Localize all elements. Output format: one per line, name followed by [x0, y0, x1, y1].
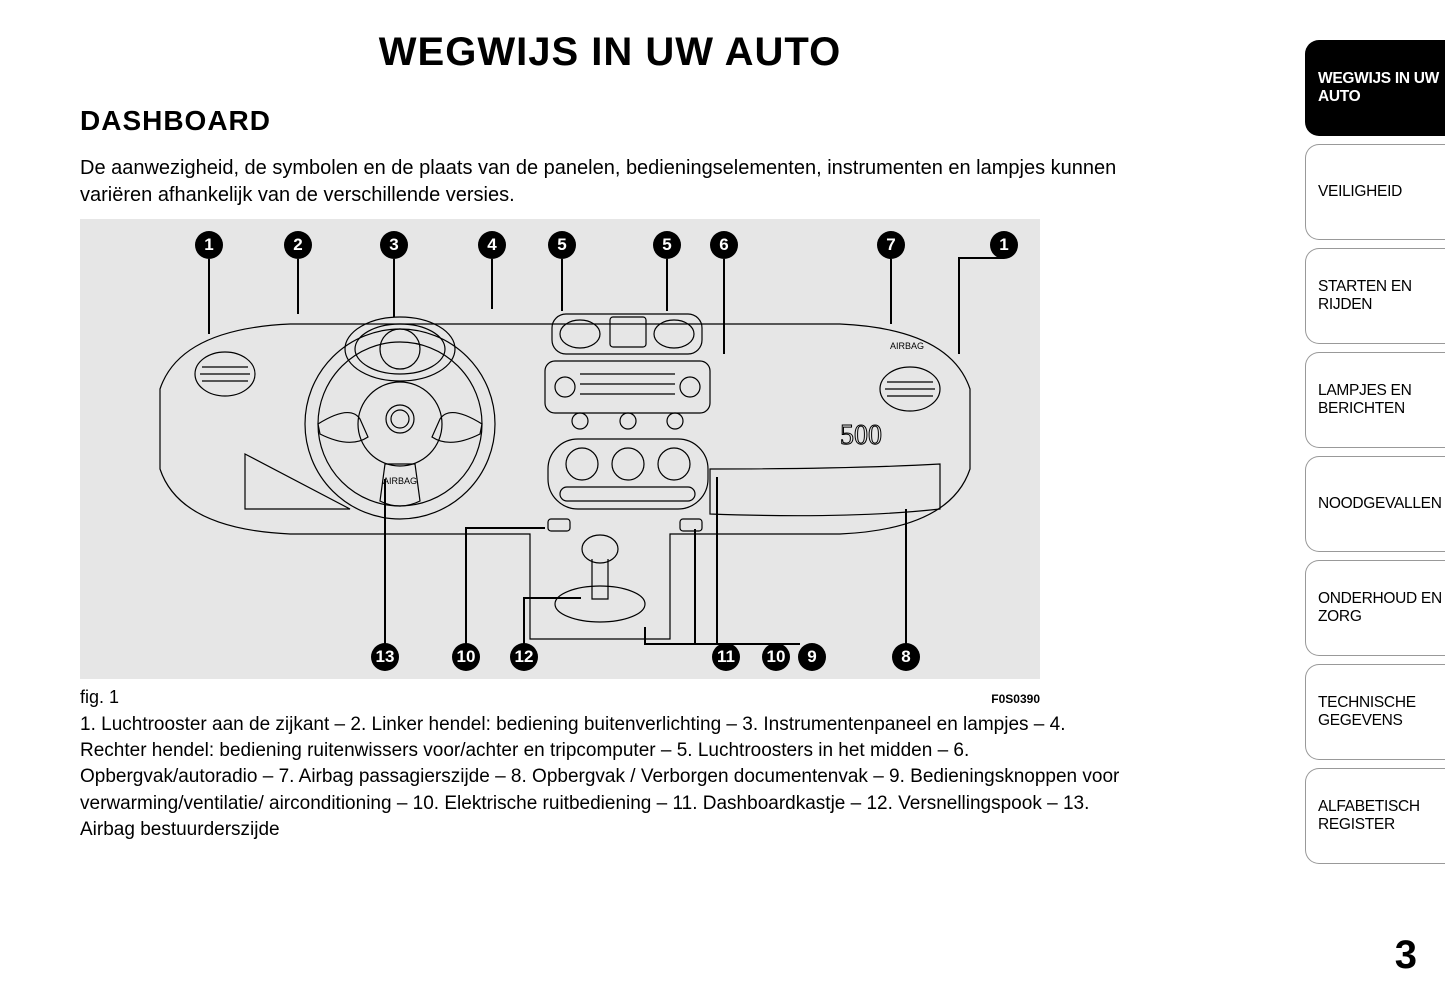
- callout-line: [723, 259, 725, 354]
- callout-1-left: 1: [195, 231, 223, 259]
- callout-line: [523, 597, 581, 599]
- callout-10a: 10: [452, 643, 480, 671]
- tab-technische[interactable]: TECHNISCHE GEGEVENS: [1305, 664, 1445, 760]
- tab-label: ALFABETISCH REGISTER: [1318, 798, 1445, 834]
- tab-noodgevallen[interactable]: NOODGEVALLEN: [1305, 456, 1445, 552]
- callout-line: [393, 259, 395, 317]
- callout-line: [716, 477, 718, 645]
- svg-text:500: 500: [840, 420, 882, 451]
- tab-wegwijs[interactable]: WEGWIJS IN UW AUTO: [1305, 40, 1445, 136]
- callout-line: [694, 529, 696, 645]
- section-subtitle: DASHBOARD: [80, 105, 1140, 137]
- callout-2: 2: [284, 231, 312, 259]
- callout-line: [666, 259, 668, 311]
- tab-label: LAMPJES EN BERICHTEN: [1318, 382, 1445, 418]
- callout-10b: 10: [762, 643, 790, 671]
- callout-line: [890, 259, 892, 324]
- callout-11: 11: [712, 643, 740, 671]
- page-title: WEGWIJS IN UW AUTO: [80, 30, 1140, 75]
- callout-line: [561, 259, 563, 311]
- tab-register[interactable]: ALFABETISCH REGISTER: [1305, 768, 1445, 864]
- dashboard-illustration: AIRBAG: [150, 269, 980, 649]
- intro-text: De aanwezigheid, de symbolen en de plaat…: [80, 155, 1140, 209]
- figure-label: fig. 1: [80, 687, 119, 708]
- callout-5a: 5: [548, 231, 576, 259]
- callout-8: 8: [892, 643, 920, 671]
- figure-legend: 1. Luchtrooster aan de zijkant – 2. Link…: [80, 712, 1125, 843]
- tab-label: WEGWIJS IN UW AUTO: [1318, 70, 1445, 106]
- callout-3: 3: [380, 231, 408, 259]
- callout-line: [958, 257, 1004, 259]
- callout-line: [958, 259, 960, 354]
- callout-line: [491, 259, 493, 309]
- callout-line: [465, 527, 545, 529]
- callout-line: [716, 643, 800, 645]
- page-number: 3: [1395, 933, 1417, 978]
- figure-code: F0S0390: [991, 692, 1040, 706]
- tab-label: NOODGEVALLEN: [1318, 495, 1442, 513]
- svg-text:AIRBAG: AIRBAG: [383, 476, 417, 486]
- callout-line: [384, 479, 386, 644]
- callout-1-right: 1: [990, 231, 1018, 259]
- callout-6: 6: [710, 231, 738, 259]
- callout-12: 12: [510, 643, 538, 671]
- tab-label: ONDERHOUD EN ZORG: [1318, 590, 1445, 626]
- tab-label: VEILIGHEID: [1318, 183, 1402, 201]
- tab-label: TECHNISCHE GEGEVENS: [1318, 694, 1445, 730]
- tab-label: STARTEN EN RIJDEN: [1318, 278, 1445, 314]
- callout-4: 4: [478, 231, 506, 259]
- callout-13: 13: [371, 643, 399, 671]
- callout-9: 9: [798, 643, 826, 671]
- callout-line: [905, 509, 907, 644]
- figure-container: AIRBAG: [80, 219, 1040, 679]
- callout-line: [208, 259, 210, 334]
- section-tabs-sidebar: WEGWIJS IN UW AUTO VEILIGHEID STARTEN EN…: [1305, 40, 1445, 872]
- callout-line: [297, 259, 299, 314]
- tab-onderhoud[interactable]: ONDERHOUD EN ZORG: [1305, 560, 1445, 656]
- callout-5b: 5: [653, 231, 681, 259]
- tab-starten[interactable]: STARTEN EN RIJDEN: [1305, 248, 1445, 344]
- callout-7: 7: [877, 231, 905, 259]
- callout-line: [523, 599, 525, 644]
- tab-veiligheid[interactable]: VEILIGHEID: [1305, 144, 1445, 240]
- callout-line: [465, 529, 467, 644]
- svg-text:AIRBAG: AIRBAG: [890, 341, 924, 351]
- tab-lampjes[interactable]: LAMPJES EN BERICHTEN: [1305, 352, 1445, 448]
